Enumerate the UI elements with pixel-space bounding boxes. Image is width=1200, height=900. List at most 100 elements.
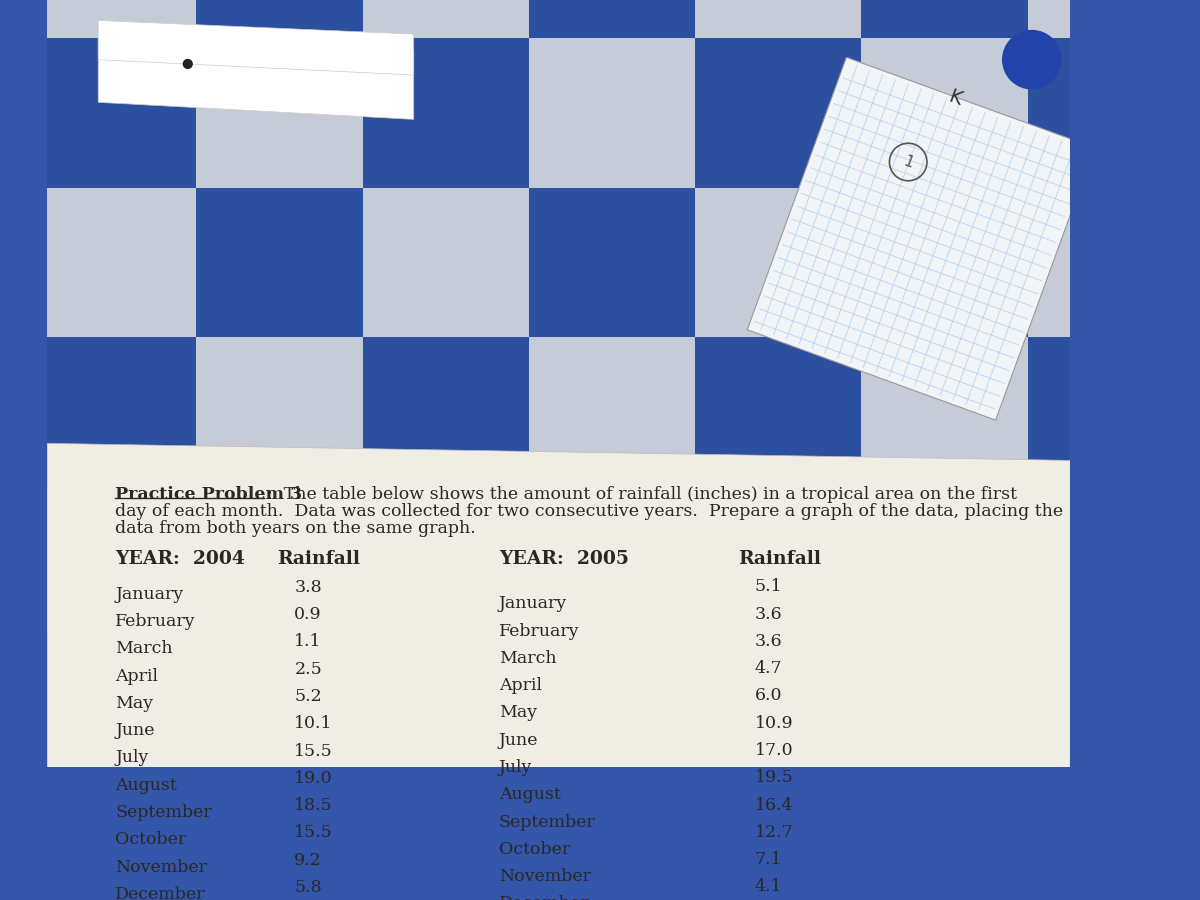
Text: 1: 1 (901, 153, 916, 171)
Bar (30, 187, 197, 337)
Text: April: April (115, 668, 158, 685)
Text: Rainfall: Rainfall (277, 550, 360, 568)
Text: YEAR:  2004: YEAR: 2004 (115, 550, 245, 568)
Bar (862, 39, 1027, 187)
Bar (197, 635, 362, 785)
Text: August: August (499, 787, 560, 804)
Bar (197, 187, 362, 337)
Bar (362, 39, 529, 187)
Text: 10.9: 10.9 (755, 715, 793, 732)
Bar (695, 337, 862, 486)
Bar (197, 486, 362, 635)
Text: K: K (946, 87, 965, 109)
Text: 3.6: 3.6 (755, 606, 782, 623)
Bar (1027, 187, 1194, 337)
Bar (529, 337, 695, 486)
Bar (695, 0, 862, 39)
Bar (30, 337, 197, 486)
Text: November: November (499, 868, 590, 885)
Text: November: November (115, 859, 208, 876)
Text: 5.2: 5.2 (294, 688, 322, 705)
Bar (862, 635, 1027, 785)
Bar (862, 187, 1027, 337)
Text: February: February (499, 623, 580, 640)
Bar (30, 486, 197, 635)
Text: 0.9: 0.9 (294, 607, 322, 623)
Text: December: December (115, 886, 205, 900)
Text: July: July (499, 759, 533, 776)
Polygon shape (98, 21, 414, 75)
Text: 10.1: 10.1 (294, 716, 332, 733)
Bar (529, 187, 695, 337)
Text: May: May (115, 695, 154, 712)
Text: 1.1: 1.1 (294, 634, 322, 651)
Text: May: May (499, 705, 538, 722)
Circle shape (182, 58, 193, 69)
Text: 6.0: 6.0 (755, 688, 782, 705)
Bar (1027, 486, 1194, 635)
Text: June: June (115, 722, 155, 739)
Bar (362, 187, 529, 337)
Bar (529, 635, 695, 785)
Polygon shape (748, 58, 1094, 420)
Text: :  The table below shows the amount of rainfall (inches) in a tropical area on t: : The table below shows the amount of ra… (268, 486, 1018, 503)
Text: 7.1: 7.1 (755, 851, 782, 868)
Text: 15.5: 15.5 (294, 742, 334, 760)
Text: 19.0: 19.0 (294, 770, 332, 787)
Text: 9.2: 9.2 (294, 851, 322, 868)
Text: January: January (115, 586, 184, 603)
Text: June: June (499, 732, 539, 749)
Bar (862, 337, 1027, 486)
Bar (695, 187, 862, 337)
Bar (529, 0, 695, 39)
Text: 5.8: 5.8 (294, 879, 322, 896)
Text: 12.7: 12.7 (755, 824, 793, 841)
Text: 3.8: 3.8 (294, 579, 322, 596)
Bar (30, 635, 197, 785)
Bar (197, 39, 362, 187)
Text: day of each month.  Data was collected for two consecutive years.  Prepare a gra: day of each month. Data was collected fo… (115, 503, 1063, 520)
Text: 18.5: 18.5 (294, 797, 332, 814)
Text: 19.5: 19.5 (755, 770, 793, 787)
Bar (362, 0, 529, 39)
Bar (529, 486, 695, 635)
Bar (695, 635, 862, 785)
Text: 4.1: 4.1 (755, 878, 782, 896)
Bar (695, 39, 862, 187)
Text: October: October (499, 841, 570, 858)
Bar (1027, 635, 1194, 785)
Text: 5.1: 5.1 (755, 578, 782, 595)
Text: 15.5: 15.5 (294, 824, 334, 842)
Bar (1027, 39, 1194, 187)
Text: February: February (115, 613, 196, 630)
Text: Rainfall: Rainfall (738, 550, 821, 568)
Bar (1027, 337, 1194, 486)
Bar (362, 337, 529, 486)
Polygon shape (98, 39, 414, 120)
Text: September: September (115, 804, 212, 821)
Bar (362, 486, 529, 635)
Bar (30, 39, 197, 187)
Text: December: December (499, 896, 589, 900)
Text: 16.4: 16.4 (755, 796, 793, 814)
Text: YEAR:  2005: YEAR: 2005 (499, 550, 629, 568)
Text: 3.6: 3.6 (755, 633, 782, 650)
Text: 4.7: 4.7 (755, 660, 782, 677)
Text: data from both years on the same graph.: data from both years on the same graph. (115, 520, 476, 537)
Bar (862, 486, 1027, 635)
Circle shape (1002, 30, 1062, 89)
Text: September: September (499, 814, 595, 831)
Bar (862, 0, 1027, 39)
Text: March: March (499, 650, 557, 667)
Text: October: October (115, 832, 186, 849)
Bar (1027, 0, 1194, 39)
Text: January: January (499, 595, 568, 612)
Text: 17.0: 17.0 (755, 742, 793, 759)
Bar (695, 486, 862, 635)
Bar (362, 635, 529, 785)
Text: April: April (499, 677, 542, 694)
Text: March: March (115, 640, 173, 657)
Bar (197, 337, 362, 486)
Bar (30, 0, 197, 39)
Text: August: August (115, 777, 178, 794)
